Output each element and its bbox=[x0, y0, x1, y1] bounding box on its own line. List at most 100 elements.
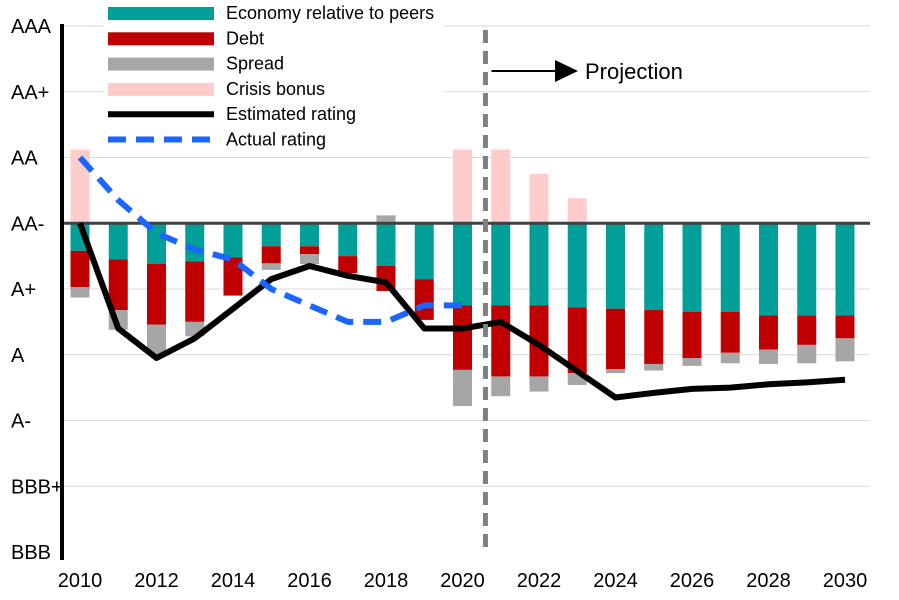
line-actual-rating bbox=[77, 155, 463, 325]
projection-arrow-icon bbox=[555, 60, 578, 82]
bar-spread-2027 bbox=[720, 352, 740, 364]
bar-spread-2026 bbox=[682, 358, 702, 366]
legend-label-spread: Spread bbox=[226, 54, 284, 74]
bar-economy-relative-to-peers-2029 bbox=[797, 223, 817, 316]
legend-swatch-debt bbox=[108, 32, 214, 46]
bar-layer bbox=[70, 149, 855, 407]
bar-spread-2018 bbox=[376, 215, 396, 224]
bar-spread-2021 bbox=[491, 376, 511, 397]
x-tick-label: 2018 bbox=[364, 570, 409, 592]
y-tick-label: A bbox=[11, 345, 25, 367]
bar-debt-2022 bbox=[529, 305, 549, 377]
bar-spread-2015 bbox=[261, 263, 281, 270]
bar-debt-2021 bbox=[491, 305, 511, 377]
bar-debt-2013 bbox=[185, 261, 205, 322]
bar-crisis-bonus-2023 bbox=[567, 198, 587, 224]
x-tick-label: 2024 bbox=[593, 570, 638, 592]
bar-economy-relative-to-peers-2016 bbox=[300, 223, 319, 247]
bar-spread-2028 bbox=[759, 349, 778, 364]
bar-debt-2016 bbox=[300, 246, 319, 255]
y-tick-label: BBB+ bbox=[11, 476, 63, 498]
y-tick-label: A- bbox=[11, 411, 31, 433]
legend-swatch-economy-relative-to-peers bbox=[108, 7, 214, 20]
bar-economy-relative-to-peers-2023 bbox=[567, 223, 587, 308]
bar-debt-2029 bbox=[797, 315, 817, 345]
bar-debt-2023 bbox=[567, 307, 587, 374]
bar-crisis-bonus-2010 bbox=[70, 149, 90, 224]
bar-spread-2024 bbox=[606, 369, 625, 374]
x-tick-label: 2020 bbox=[440, 570, 485, 592]
bar-economy-relative-to-peers-2021 bbox=[491, 223, 511, 306]
line-estimated-rating bbox=[77, 222, 846, 401]
bar-debt-2028 bbox=[759, 315, 778, 350]
legend-label-crisis-bonus: Crisis bonus bbox=[226, 79, 325, 99]
x-axis: 2010 2012 2014 2016 2018 2020 2022 2024 2026 2028… bbox=[58, 570, 868, 592]
y-tick-label: AA- bbox=[11, 213, 44, 235]
bar-crisis-bonus-2022 bbox=[529, 173, 549, 224]
x-tick-label: 2016 bbox=[287, 570, 332, 592]
bar-debt-2024 bbox=[606, 308, 625, 370]
bar-economy-relative-to-peers-2026 bbox=[682, 223, 702, 313]
legend: Economy relative to peers Debt Spread Crisi… bbox=[104, 0, 444, 155]
legend-label-debt: Debt bbox=[226, 28, 264, 48]
bar-economy-relative-to-peers-2025 bbox=[644, 223, 664, 311]
y-tick-label: AAA bbox=[11, 16, 52, 38]
x-tick-label: 2026 bbox=[670, 570, 715, 592]
bar-economy-relative-to-peers-2014 bbox=[223, 223, 243, 258]
bar-economy-relative-to-peers-2020 bbox=[453, 223, 472, 306]
bar-economy-relative-to-peers-2030 bbox=[835, 223, 855, 316]
projection-annotation: Projection bbox=[491, 59, 683, 84]
bar-debt-2012 bbox=[147, 264, 166, 325]
x-tick-label: 2010 bbox=[58, 570, 103, 592]
bar-debt-2015 bbox=[261, 246, 281, 264]
bar-spread-2016 bbox=[300, 254, 319, 265]
bar-crisis-bonus-2021 bbox=[491, 149, 511, 224]
bar-economy-relative-to-peers-2024 bbox=[606, 223, 625, 309]
bar-economy-relative-to-peers-2013 bbox=[185, 223, 205, 262]
bar-spread-2030 bbox=[835, 338, 855, 362]
y-tick-label: A+ bbox=[11, 279, 36, 301]
bar-debt-2027 bbox=[720, 312, 740, 353]
bar-crisis-bonus-2020 bbox=[453, 149, 472, 224]
bar-debt-2025 bbox=[644, 310, 664, 364]
bar-spread-2025 bbox=[644, 363, 664, 371]
bar-debt-2010 bbox=[70, 250, 90, 288]
legend-swatch-spread bbox=[108, 57, 214, 71]
bar-debt-2030 bbox=[835, 315, 855, 339]
legend-label-actual-rating: Actual rating bbox=[226, 130, 326, 150]
bar-debt-2019 bbox=[414, 279, 434, 320]
bar-spread-2012 bbox=[147, 324, 166, 355]
legend-label-estimated-rating: Estimated rating bbox=[226, 104, 356, 124]
bar-debt-2026 bbox=[682, 312, 702, 359]
x-tick-label: 2012 bbox=[134, 570, 179, 592]
x-tick-label: 2014 bbox=[211, 570, 256, 592]
bar-spread-2010 bbox=[70, 287, 90, 298]
legend-background bbox=[104, 0, 444, 155]
bar-spread-2029 bbox=[797, 344, 817, 364]
bar-debt-2020 bbox=[453, 305, 472, 370]
bar-spread-2020 bbox=[453, 369, 472, 407]
legend-swatch-crisis-bonus bbox=[108, 82, 214, 96]
bar-spread-2022 bbox=[529, 376, 549, 392]
bar-economy-relative-to-peers-2022 bbox=[529, 223, 549, 306]
y-tick-label: AA+ bbox=[11, 82, 49, 104]
bar-economy-relative-to-peers-2028 bbox=[759, 223, 778, 316]
y-tick-label: BBB bbox=[11, 542, 51, 564]
line-layer bbox=[77, 155, 846, 401]
legend-label-economy-relative-to-peers: Economy relative to peers bbox=[226, 3, 434, 23]
bar-economy-relative-to-peers-2011 bbox=[108, 223, 128, 260]
bar-economy-relative-to-peers-2017 bbox=[338, 223, 358, 257]
bar-economy-relative-to-peers-2015 bbox=[261, 223, 281, 247]
bar-debt-2011 bbox=[108, 259, 128, 311]
projection-label: Projection bbox=[585, 59, 683, 84]
y-tick-label: AA bbox=[11, 148, 38, 170]
bar-spread-2023 bbox=[567, 373, 587, 385]
bar-economy-relative-to-peers-2027 bbox=[720, 223, 740, 313]
x-tick-label: 2022 bbox=[517, 570, 562, 592]
bar-debt-2014 bbox=[223, 257, 243, 296]
bar-economy-relative-to-peers-2018 bbox=[376, 223, 396, 266]
bar-debt-2017 bbox=[338, 256, 358, 274]
x-tick-label: 2030 bbox=[823, 570, 868, 592]
